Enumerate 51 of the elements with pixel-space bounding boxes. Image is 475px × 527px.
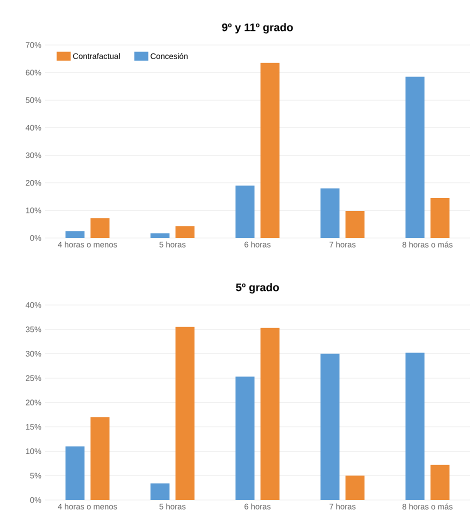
x-tick-label: 4 horas o menos	[58, 504, 117, 510]
chart-title: 9º y 11º grado	[222, 23, 293, 34]
x-tick-label: 5 horas	[159, 242, 186, 248]
bar	[320, 188, 340, 238]
bar	[320, 354, 340, 500]
legend-label: Concesión	[150, 53, 188, 60]
y-tick-label: 20%	[26, 180, 42, 186]
bar	[405, 76, 424, 238]
y-tick-label: 5%	[30, 472, 42, 478]
y-tick-label: 70%	[26, 42, 42, 48]
bar	[260, 328, 280, 500]
chart-title: 5º grado	[236, 283, 279, 294]
x-tick-label: 6 horas	[244, 504, 271, 510]
x-tick-label: 7 horas	[330, 242, 356, 248]
x-tick-label: 7 horas	[330, 504, 356, 510]
x-tick-label: 8 horas o más	[402, 242, 453, 248]
y-tick-label: 40%	[26, 302, 42, 308]
legend-label: Contrafactual	[73, 53, 120, 59]
y-tick-label: 50%	[26, 97, 42, 103]
bar	[150, 233, 170, 238]
x-tick-label: 6 horas	[244, 242, 271, 248]
y-tick-label: 60%	[26, 70, 42, 76]
y-tick-label: 20%	[26, 400, 42, 406]
bar	[66, 446, 84, 500]
x-tick-label: 4 horas o menos	[58, 242, 117, 248]
bar	[236, 376, 254, 500]
x-tick-label: 5 horas	[159, 504, 186, 510]
bar	[176, 326, 194, 500]
y-tick-label: 10%	[26, 448, 42, 454]
bar	[405, 352, 424, 500]
bar	[346, 210, 364, 238]
y-tick-label: 15%	[26, 424, 42, 430]
y-tick-label: 25%	[26, 375, 42, 381]
y-tick-label: 0%	[30, 497, 42, 503]
bar	[90, 218, 110, 238]
bar	[66, 231, 84, 238]
bar	[430, 464, 450, 500]
y-tick-label: 30%	[26, 152, 42, 158]
bar	[90, 417, 110, 500]
bar	[260, 62, 280, 238]
y-tick-label: 0%	[30, 235, 42, 241]
y-tick-label: 35%	[26, 326, 42, 332]
y-tick-label: 10%	[26, 208, 42, 214]
bar	[150, 483, 170, 500]
bar	[346, 476, 364, 500]
y-tick-label: 30%	[26, 350, 42, 357]
y-tick-label: 40%	[26, 124, 42, 131]
bar	[176, 226, 194, 238]
bar	[236, 186, 254, 238]
bar	[430, 198, 450, 238]
x-tick-label: 8 horas o más	[402, 504, 453, 510]
